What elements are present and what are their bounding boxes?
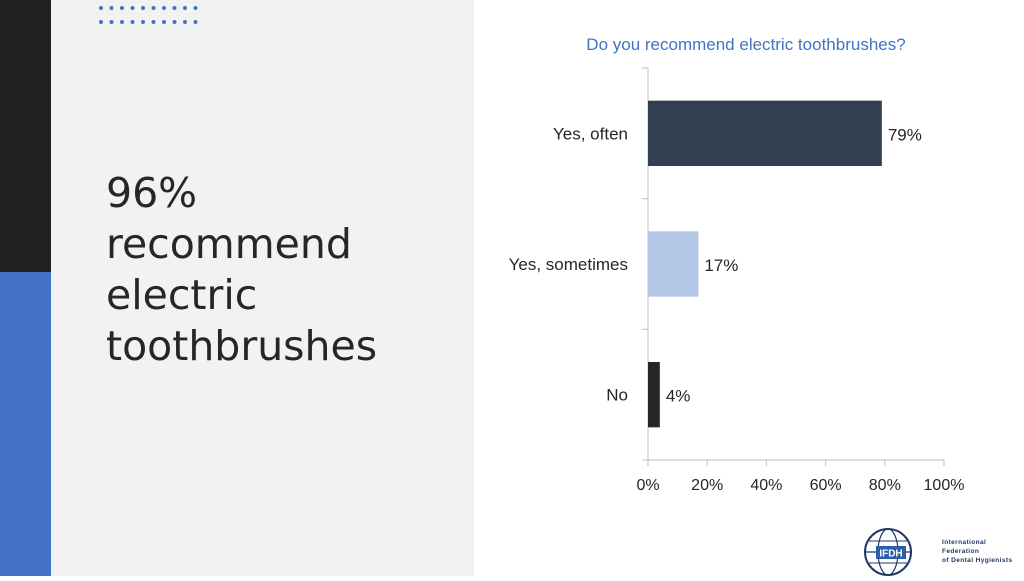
x-tick-label: 20% bbox=[691, 477, 723, 494]
x-tick-label: 60% bbox=[810, 477, 842, 494]
decorative-dot bbox=[162, 20, 166, 24]
headline-line-2: recommend bbox=[106, 220, 352, 268]
logo-line-1: International Federation bbox=[942, 539, 987, 555]
bar-chart: Do you recommend electric toothbrushes? … bbox=[509, 35, 965, 494]
left-dark-strip bbox=[0, 0, 51, 272]
category-label: Yes, often bbox=[553, 124, 628, 143]
logo-abbr: IFDH bbox=[879, 549, 902, 560]
decorative-dot bbox=[151, 20, 156, 24]
decorative-dot bbox=[141, 6, 145, 10]
decorative-dots bbox=[99, 6, 198, 24]
decorative-dot bbox=[130, 20, 135, 24]
chart-labels: 0% 20% 40% 60% 80% 100% Yes, often 79% Yes, some… bbox=[509, 124, 965, 494]
decorative-dot bbox=[172, 6, 177, 10]
bar bbox=[648, 362, 660, 428]
category-label: Yes, sometimes bbox=[509, 255, 628, 274]
bar bbox=[648, 231, 699, 297]
chart-title: Do you recommend electric toothbrushes? bbox=[586, 35, 905, 54]
data-label: 79% bbox=[888, 125, 922, 144]
decorative-dot bbox=[141, 20, 145, 24]
headline-line-4: toothbrushes bbox=[106, 322, 378, 370]
chart-bars bbox=[648, 100, 882, 428]
decorative-dot bbox=[172, 20, 177, 24]
decorative-dot bbox=[183, 6, 187, 10]
left-panel bbox=[51, 0, 474, 576]
data-label: 17% bbox=[704, 256, 738, 275]
decorative-dot bbox=[109, 6, 114, 10]
decorative-dot bbox=[193, 20, 198, 24]
decorative-dot bbox=[183, 20, 187, 24]
x-tick-label: 40% bbox=[750, 477, 782, 494]
logo-line-2: of Dental Hygienists bbox=[942, 557, 1013, 564]
left-blue-strip bbox=[0, 272, 51, 576]
headline-line-3: electric bbox=[106, 271, 258, 319]
decorative-dot bbox=[193, 6, 198, 10]
decorative-dot bbox=[130, 6, 135, 10]
x-tick-label: 80% bbox=[869, 477, 901, 494]
x-tick-label: 0% bbox=[636, 477, 659, 494]
headline-line-1: 96% bbox=[106, 169, 198, 217]
logo-text: International Federation of Dental Hygie… bbox=[942, 538, 1022, 565]
decorative-dot bbox=[120, 20, 124, 24]
decorative-dot bbox=[99, 6, 103, 10]
decorative-dot bbox=[162, 6, 166, 10]
decorative-dot bbox=[120, 6, 124, 10]
data-label: 4% bbox=[666, 387, 691, 406]
category-label: No bbox=[606, 386, 628, 405]
decorative-dot bbox=[109, 20, 114, 24]
bar bbox=[648, 100, 882, 166]
globe-icon: IFDH bbox=[864, 528, 912, 576]
headline: 96% recommend electric toothbrushes bbox=[106, 168, 446, 372]
x-tick-label: 100% bbox=[924, 477, 965, 494]
ifdh-logo: IFDH International Federation of Dental … bbox=[862, 526, 1022, 576]
decorative-dot bbox=[151, 6, 156, 10]
decorative-dot bbox=[99, 20, 103, 24]
